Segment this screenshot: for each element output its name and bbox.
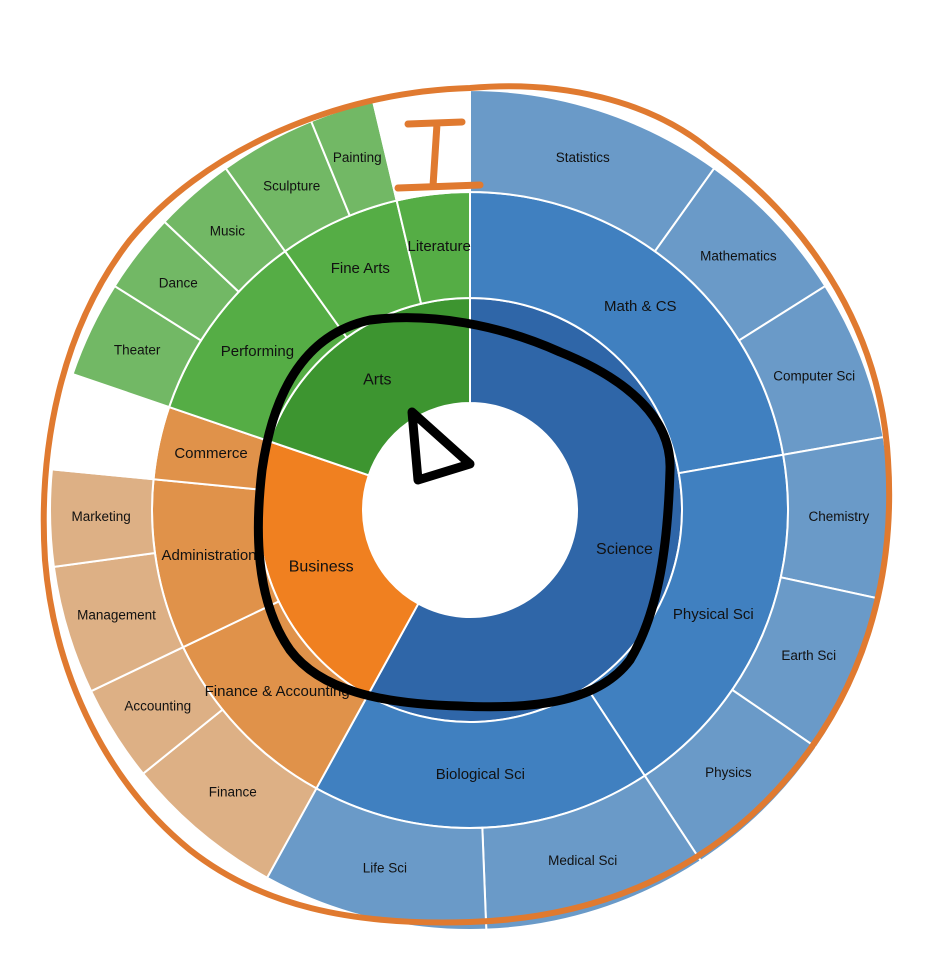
label-sculpture: Sculpture [263, 178, 320, 193]
i-beam-annotation [394, 118, 484, 192]
label-computer-sci: Computer Sci [773, 369, 855, 384]
label-accounting: Accounting [124, 698, 191, 713]
label-painting: Painting [333, 150, 382, 165]
label-mathematics: Mathematics [700, 248, 777, 263]
label-statistics: Statistics [556, 150, 610, 165]
hand-drawn-annotations [40, 83, 893, 926]
label-management: Management [77, 607, 156, 622]
label-finance: Finance [209, 784, 257, 799]
label-dance: Dance [159, 276, 198, 291]
label-fine-arts: Fine Arts [331, 260, 390, 277]
annotation-circle [253, 313, 675, 712]
sunburst-segments [49, 88, 891, 931]
label-arts: Arts [363, 371, 391, 388]
label-literature: Literature [408, 238, 471, 255]
label-finance-accounting: Finance & Accounting [205, 683, 350, 700]
label-math-cs: Math & CS [604, 298, 677, 315]
sunburst-labels: Science Math & CS Statistics Mathematics Com… [71, 150, 870, 876]
triangle-annotation [407, 407, 475, 485]
label-chemistry: Chemistry [809, 509, 870, 524]
label-performing: Performing [221, 343, 294, 360]
label-earth-sci: Earth Sci [781, 648, 836, 663]
label-life-sci: Life Sci [363, 861, 407, 876]
label-marketing: Marketing [71, 509, 130, 524]
label-music: Music [210, 224, 246, 239]
label-business: Business [289, 559, 354, 576]
label-science: Science [596, 541, 653, 558]
label-administration: Administration [161, 547, 256, 564]
label-commerce: Commerce [174, 445, 247, 462]
label-medical-sci: Medical Sci [548, 853, 617, 868]
label-physical-sci: Physical Sci [673, 606, 754, 623]
label-physics: Physics [705, 765, 752, 780]
annotation-outline [40, 83, 893, 926]
label-theater: Theater [114, 342, 161, 357]
label-biological-sci: Biological Sci [436, 766, 525, 783]
